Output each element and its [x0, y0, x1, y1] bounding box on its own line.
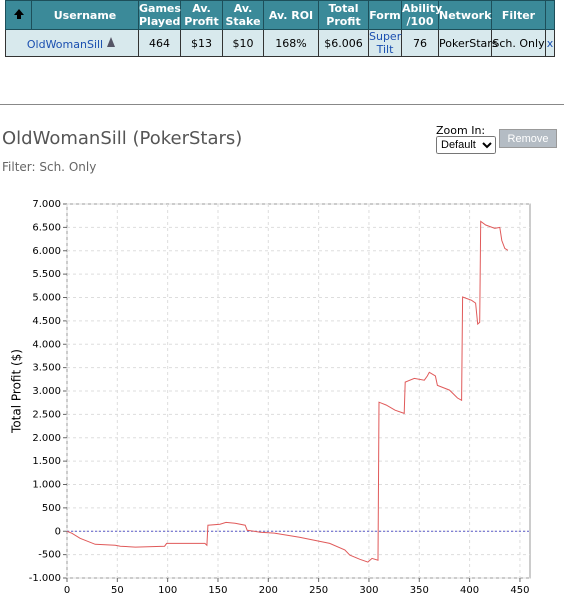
column-header[interactable]: Av. Profit	[180, 0, 223, 30]
plot-area	[66, 203, 531, 579]
link[interactable]: OldWomanSill	[26, 37, 104, 51]
cell: PokerStars	[438, 29, 498, 57]
cell: OldWomanSill	[5, 29, 139, 57]
y-tick-label: 3.000	[32, 386, 61, 397]
chart-subtitle: Filter: Sch. Only	[2, 160, 97, 174]
profit-line	[66, 220, 509, 563]
y-tick-label: 5.500	[32, 269, 61, 280]
remove-button[interactable]: Remove	[499, 129, 557, 148]
column-header[interactable]: Av. Stake	[222, 0, 264, 30]
cell: x	[545, 29, 555, 57]
x-tick-label: 50	[111, 585, 124, 596]
x-tick-label: 300	[359, 585, 378, 596]
cell: $13	[180, 29, 223, 57]
chart: 7.000 6.500 6.000 5.500 5.000 4.500 4.000 3.500…	[10, 199, 531, 596]
y-tick-label: 1.000	[32, 480, 61, 491]
cell: 168%	[263, 29, 319, 57]
cell: 76	[401, 29, 439, 57]
column-header	[545, 0, 555, 30]
cell: $10	[222, 29, 264, 57]
arrow	[13, 8, 24, 19]
y-tick-label: 500	[42, 503, 61, 514]
y-tick-label: 2.500	[32, 409, 61, 420]
column-header[interactable]: Ability /100	[401, 0, 443, 30]
column-header[interactable]: Total Profit	[318, 0, 369, 30]
stats-table: Username Games Played Av. Profit Av. Stake A…	[5, 0, 555, 57]
column-header[interactable]: Games Played	[138, 0, 181, 30]
column-header[interactable]: Form	[368, 0, 402, 30]
zoom-select[interactable]: Default	[436, 136, 496, 154]
column-header[interactable]: Filter	[491, 0, 546, 30]
x-tick-label: 200	[259, 585, 278, 596]
y-tick-label: 7.000	[32, 199, 61, 210]
cell: Super Tilt	[368, 29, 402, 57]
x-tick-label: 350	[410, 585, 429, 596]
user-icon	[107, 36, 116, 47]
cell: Sch. Only	[491, 29, 546, 57]
zoom-label: Zoom In:	[436, 124, 486, 137]
x-tick-label: 250	[309, 585, 328, 596]
y-tick-label: -1.000	[29, 573, 61, 584]
y-tick-label: 1.500	[32, 456, 61, 467]
y-tick-label: 5.000	[32, 293, 61, 304]
y-tick-label: 3.500	[32, 363, 61, 374]
y-tick-label: 4.000	[32, 339, 61, 350]
y-tick-label: 0	[55, 526, 61, 537]
cell: 464	[138, 29, 181, 57]
chart-title: OldWomanSill (PokerStars)	[2, 128, 243, 149]
link[interactable]: x	[546, 36, 554, 50]
x-tick-label: 100	[158, 585, 177, 596]
cell: $6.006	[318, 29, 369, 57]
sort-icon[interactable]	[5, 0, 32, 30]
x-tick-label: 150	[208, 585, 227, 596]
y-axis-label: Total Profit ($)	[10, 349, 24, 434]
y-tick-label: 4.500	[32, 316, 61, 327]
column-header[interactable]: Av. ROI	[263, 0, 319, 30]
y-tick-label: 2.000	[32, 433, 61, 444]
y-tick-label: -500	[38, 550, 61, 561]
link[interactable]: Super Tilt	[369, 30, 402, 56]
column-header[interactable]: Username	[31, 0, 139, 30]
y-tick-label: 6.000	[32, 246, 61, 257]
x-tick-label: 0	[64, 585, 70, 596]
header-row: Username Games Played Av. Profit Av. Stake A…	[5, 0, 555, 30]
y-tick-label: 6.500	[32, 222, 61, 233]
column-header[interactable]: Network	[438, 0, 492, 30]
x-tick-label: 450	[510, 585, 529, 596]
data-row: OldWomanSill 464 $13 $10 168% $6.006 Super Til…	[5, 29, 555, 57]
x-tick-label: 400	[460, 585, 479, 596]
separator	[0, 104, 564, 105]
